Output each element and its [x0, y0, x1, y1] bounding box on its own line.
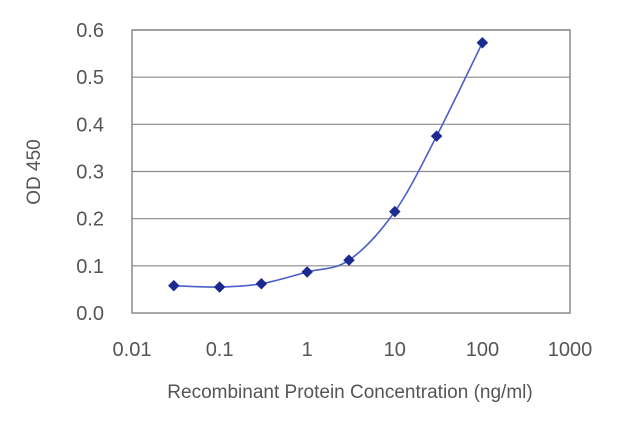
data-point — [343, 254, 355, 267]
y-tick-label: 0.4 — [76, 114, 104, 136]
curve-layer — [173, 42, 484, 288]
y-tick-label: 0.6 — [76, 20, 104, 42]
data-point — [301, 266, 314, 278]
x-tick-label: 1000 — [548, 339, 593, 361]
data-point — [167, 279, 180, 292]
y-tick-labels: 0.0 0.1 0.2 0.3 0.4 0.5 0.6 — [76, 20, 104, 325]
data-point — [255, 277, 268, 290]
y-tick-label: 0.3 — [76, 162, 104, 184]
y-tick-label: 0.0 — [76, 303, 104, 325]
plot-frame — [131, 29, 571, 314]
x-tick-label: 1 — [302, 339, 313, 361]
data-point — [388, 205, 401, 218]
series-line — [173, 42, 484, 288]
y-tick-label: 0.5 — [76, 67, 104, 89]
y-tick-label: 0.2 — [76, 209, 104, 231]
x-tick-label: 0.01 — [113, 339, 152, 361]
data-point — [213, 281, 226, 293]
data-point — [430, 130, 443, 142]
point-layer — [167, 36, 489, 293]
y-axis-title: OD 450 — [24, 139, 45, 204]
x-tick-label: 100 — [466, 339, 499, 361]
y-tick-label: 0.1 — [76, 256, 104, 278]
x-tick-labels: 0.01 0.1 1 10 100 1000 — [113, 339, 593, 361]
x-axis-title: Recombinant Protein Concentration (ng/ml… — [167, 382, 532, 403]
x-tick-label: 0.1 — [206, 339, 234, 361]
x-tick-label: 10 — [384, 339, 406, 361]
data-point — [476, 36, 489, 49]
plot-border — [131, 29, 571, 314]
grid-layer — [132, 29, 570, 267]
